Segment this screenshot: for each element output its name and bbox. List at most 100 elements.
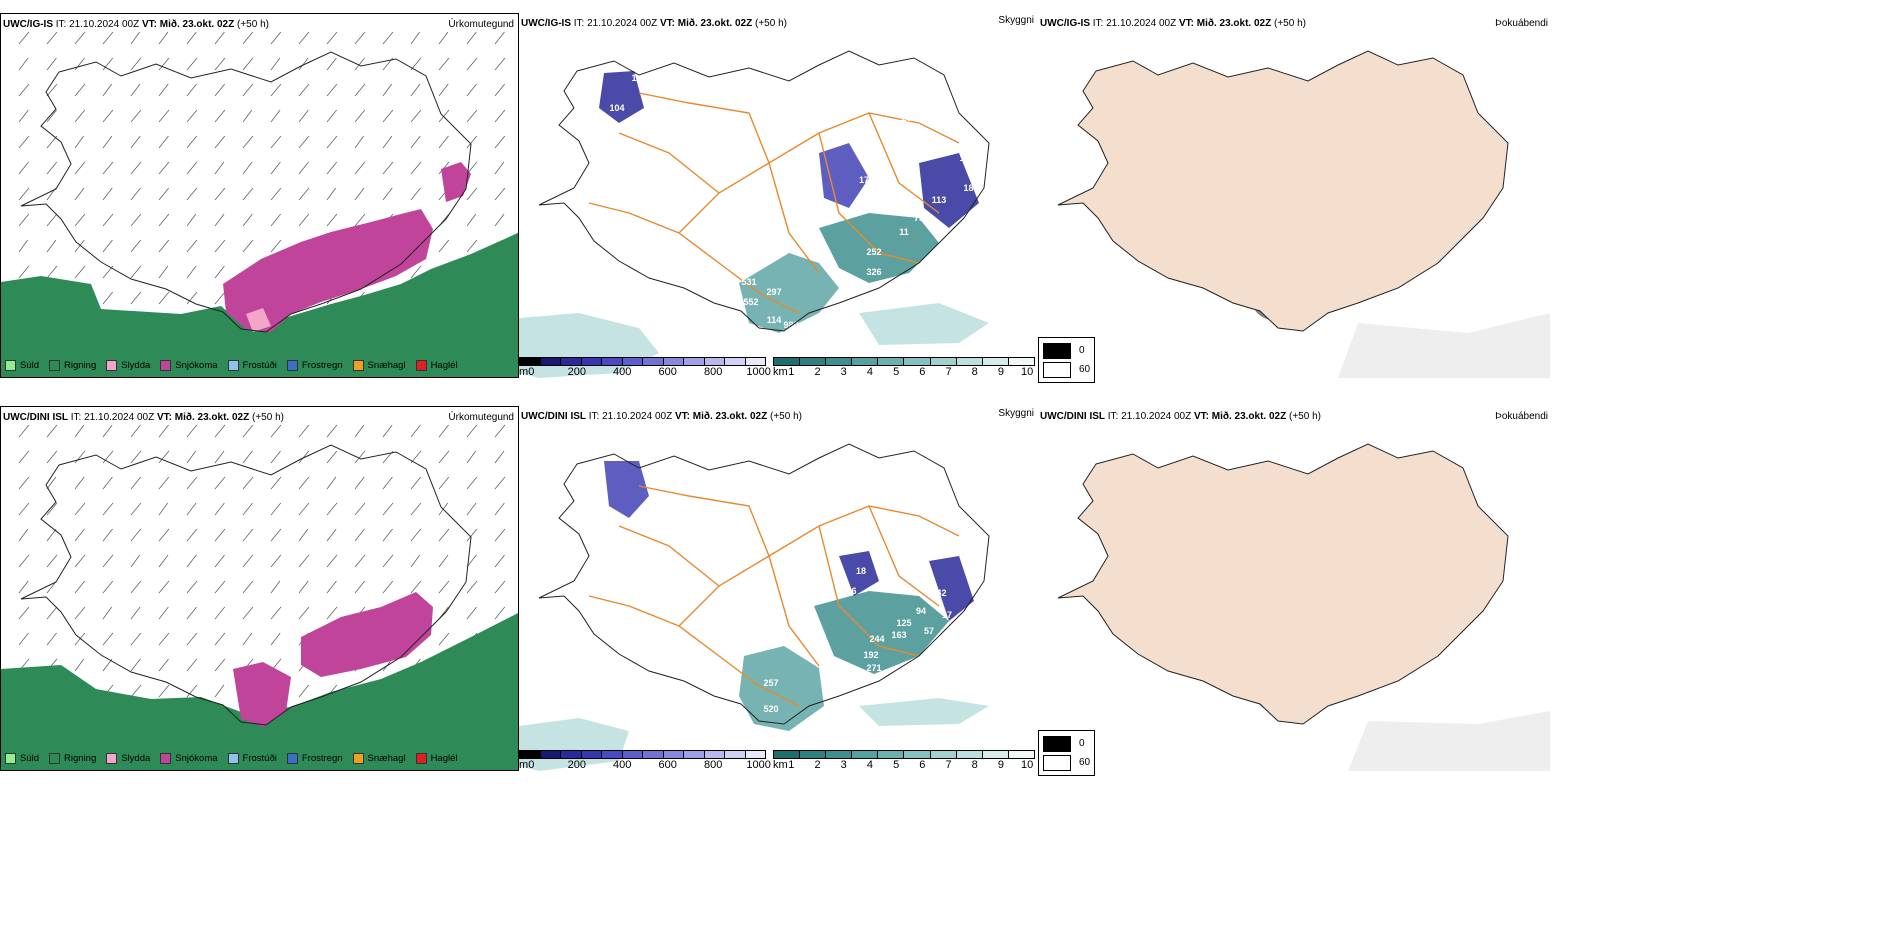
ceiling-label: 107 bbox=[959, 153, 974, 163]
colorbar-tick: 2 bbox=[814, 759, 821, 771]
road-network bbox=[588, 485, 960, 707]
ceiling-label: 142 bbox=[931, 588, 946, 598]
fog-label: 60 bbox=[1079, 364, 1091, 375]
legend-swatch bbox=[49, 753, 61, 764]
ceiling-label: 520 bbox=[763, 704, 778, 714]
ceiling-label: 980 bbox=[783, 320, 798, 330]
legend-label: Frostregn bbox=[301, 360, 343, 371]
init-time: IT: 21.10.2024 00Z bbox=[588, 411, 673, 422]
legend-item: Frostúði bbox=[227, 360, 277, 371]
init-time: IT: 21.10.2024 00Z bbox=[55, 19, 140, 30]
legend-item: Slydda bbox=[106, 753, 150, 764]
legend-item: Frostregn bbox=[286, 753, 343, 764]
colorbar-tick: 1 bbox=[788, 366, 795, 378]
colorbar-tick: 5 bbox=[893, 759, 900, 771]
ceiling-label: 104 bbox=[631, 117, 646, 127]
legend-swatch bbox=[160, 753, 172, 764]
panel-title: Úrkomutegund bbox=[448, 19, 514, 30]
ceiling-label: 134 bbox=[631, 73, 646, 83]
ceiling-label: 57 bbox=[924, 626, 934, 636]
colorbar-unit: m bbox=[519, 759, 529, 771]
fog-swatch bbox=[1043, 342, 1071, 359]
panel-title: Úrkomutegund bbox=[448, 412, 514, 423]
model-name: UWC/DINI ISL bbox=[1040, 411, 1105, 422]
valid-label: VT: bbox=[1178, 18, 1194, 29]
colorbar-tick: 800 bbox=[703, 759, 723, 771]
colorbar-tick: 200 bbox=[567, 366, 586, 378]
init-time: IT: 21.10.2024 00Z bbox=[1092, 18, 1177, 29]
valid-time: Mið. 23.okt. 02Z bbox=[174, 412, 250, 423]
legend-item: Súld bbox=[5, 360, 39, 371]
valid-time: Mið. 23.okt. 02Z bbox=[1211, 411, 1287, 422]
colorbar-tick: 0 bbox=[528, 759, 535, 771]
colorbar-tick: 400 bbox=[613, 759, 632, 771]
colorbar-strip bbox=[519, 357, 766, 366]
ceiling-label: 94 bbox=[916, 606, 926, 616]
ceiling-label: 326 bbox=[866, 267, 881, 277]
valid-time: Mið. 23.okt. 02Z bbox=[159, 19, 235, 30]
colorbar-tick: 2 bbox=[814, 366, 821, 378]
legend-item: Súld bbox=[5, 753, 39, 764]
ceiling-label: 163 bbox=[891, 630, 906, 640]
ceiling-label: 252 bbox=[866, 247, 881, 257]
init-time: IT: 21.10.2024 00Z bbox=[1107, 411, 1192, 422]
legend-swatch bbox=[5, 360, 16, 371]
panel-title: Skyggni bbox=[998, 408, 1034, 419]
ceiling-label: 113 bbox=[932, 195, 947, 205]
legend-item: Slydda bbox=[106, 360, 150, 371]
road-network bbox=[588, 92, 960, 314]
lead-time: (+50 h) bbox=[755, 18, 787, 29]
legend-swatch bbox=[5, 753, 16, 764]
model-name: UWC/IG-IS bbox=[3, 19, 53, 30]
legend-swatch bbox=[286, 360, 298, 371]
colorbar-tick: 0 bbox=[528, 366, 535, 378]
colorbar-tick: 7 bbox=[945, 366, 952, 378]
colorbar-unit: m bbox=[519, 366, 529, 378]
precip-type-panel-igis: UWC/IG-IS IT: 21.10.2024 00Z VT: Mið. 23… bbox=[0, 13, 519, 378]
ceiling-colorbar: m 0 200 400 600 800 1000 bbox=[519, 750, 771, 771]
colorbar-tick: 800 bbox=[703, 366, 723, 378]
colorbar-strip bbox=[773, 750, 1035, 759]
valid-label: VT: bbox=[659, 18, 675, 29]
colorbar-tick: 10 bbox=[1021, 366, 1034, 378]
valid-label: VT: bbox=[156, 412, 172, 423]
ceiling-label: 17 bbox=[942, 610, 952, 620]
legend-swatch bbox=[227, 360, 239, 371]
ceiling-label: 257 bbox=[763, 678, 778, 688]
legend-item: Haglél bbox=[415, 753, 458, 764]
ceiling-colorbar: m 0 200 400 600 800 1000 bbox=[519, 357, 771, 378]
ceiling-label: 11 bbox=[899, 227, 909, 237]
legend-swatch bbox=[160, 360, 172, 371]
colorbar-tick: 1 bbox=[788, 759, 795, 771]
precip-legend: Súld Rigning Slydda Snjókoma Frostúði Frostre… bbox=[5, 360, 458, 371]
ceiling-label: 531 bbox=[741, 277, 756, 287]
valid-label: VT: bbox=[1193, 411, 1209, 422]
colorbar-unit: km bbox=[773, 759, 788, 771]
colorbar-tick: 6 bbox=[919, 759, 926, 771]
legend-swatch bbox=[352, 360, 364, 371]
valid-time: Mið. 23.okt. 02Z bbox=[677, 18, 753, 29]
lead-time: (+50 h) bbox=[252, 412, 284, 423]
legend-label: Frostúði bbox=[242, 753, 277, 764]
legend-label: Frostúði bbox=[242, 360, 277, 371]
colorbar-tick: 9 bbox=[997, 759, 1004, 771]
colorbar-tick: 9 bbox=[997, 366, 1004, 378]
fog-map-igis bbox=[1057, 50, 1550, 378]
colorbar-tick: 8 bbox=[971, 366, 978, 378]
legend-swatch bbox=[415, 360, 427, 371]
fog-indicator-panel-dini: UWC/DINI ISL IT: 21.10.2024 00Z VT: Mið.… bbox=[1038, 406, 1550, 771]
legend-label: Snjókoma bbox=[175, 753, 218, 764]
colorbar-tick: 8 bbox=[971, 759, 978, 771]
legend-label: Slydda bbox=[121, 753, 151, 764]
legend-label: Haglél bbox=[430, 360, 458, 371]
legend-swatch bbox=[415, 753, 427, 764]
visibility-ceiling-panel-igis: 134 104 104 262 184 107 113 73 17 11 252 326 531 552 2… bbox=[519, 13, 1038, 378]
precip-type-panel-dini: UWC/DINI ISL IT: 21.10.2024 00Z VT: Mið.… bbox=[0, 406, 519, 771]
fog-label: 0 bbox=[1079, 345, 1085, 356]
colorbar-unit: km bbox=[773, 366, 788, 378]
colorbar-tick: 4 bbox=[866, 366, 873, 378]
model-name: UWC/DINI ISL bbox=[521, 411, 586, 422]
legend-swatch bbox=[286, 753, 298, 764]
